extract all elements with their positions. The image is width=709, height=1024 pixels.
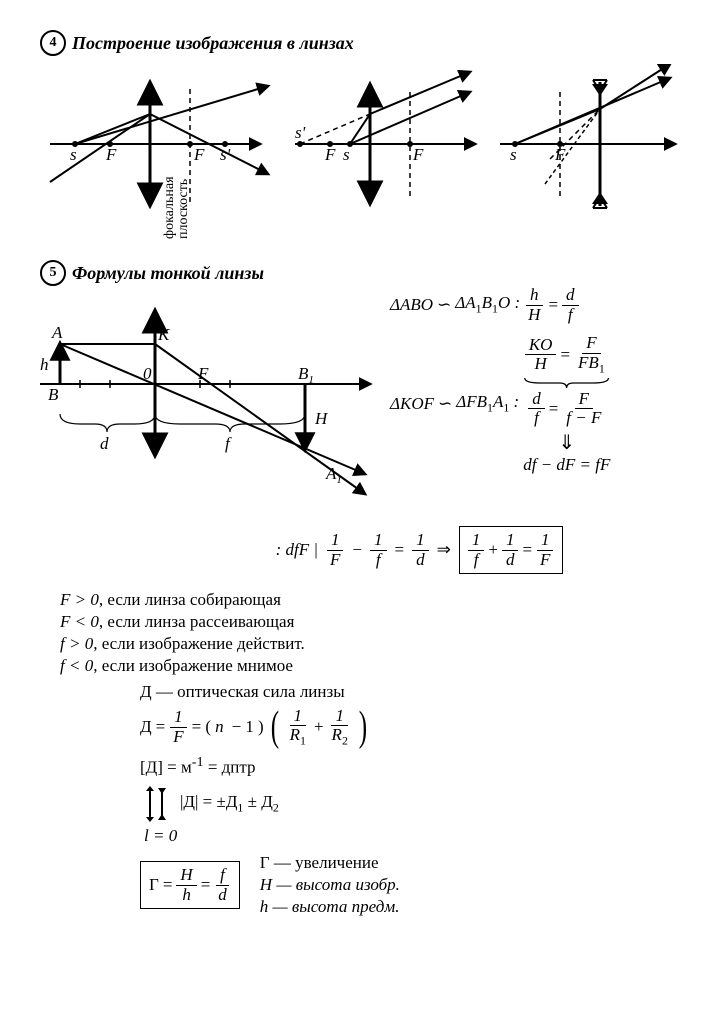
svg-text:f: f bbox=[225, 434, 232, 453]
thin-lens-diagram: F A B h K 0 B1 H A1 d f bbox=[40, 294, 380, 514]
power-formula: Д = 1F = (n − 1) ( 1R1 + 1R2 ) bbox=[140, 706, 679, 748]
deriv-eq1: df − dF = fF bbox=[523, 455, 610, 475]
sign-conditions: F > 0, если линза собирающая F < 0, если… bbox=[60, 590, 679, 676]
section4-num: 4 bbox=[40, 30, 66, 56]
svg-text:s': s' bbox=[295, 123, 306, 142]
svg-text:F: F bbox=[412, 145, 424, 164]
power-units: [Д] = м-1 = дптр bbox=[140, 754, 679, 778]
svg-text:d: d bbox=[100, 434, 109, 453]
magnification-legend: Г — увеличение H — высота изобр. h — выс… bbox=[260, 852, 400, 918]
lens-equation: : dfF | 1F − 1f = 1d ⇒ 1f + 1d = 1F bbox=[160, 526, 679, 574]
svg-text:K: K bbox=[157, 325, 171, 344]
similar-triangles-2: ΔKOF ∽ ΔFB1A1 : KOH = FFB1 df = Ff − F ⇓ bbox=[390, 332, 679, 475]
optical-power: Д — оптическая сила линзы Д = 1F = (n − … bbox=[140, 682, 679, 918]
svg-text:F: F bbox=[324, 145, 336, 164]
svg-text:s: s bbox=[343, 145, 350, 164]
svg-text:s: s bbox=[510, 145, 517, 164]
svg-text:0: 0 bbox=[143, 364, 152, 383]
svg-text:B: B bbox=[48, 385, 59, 404]
lens-system: |Д| = ±Д1 ± Д2 bbox=[140, 784, 679, 824]
svg-text:s: s bbox=[70, 145, 77, 164]
two-lens-icon bbox=[140, 784, 170, 824]
section5-num: 5 bbox=[40, 260, 66, 286]
svg-text:H: H bbox=[314, 409, 329, 428]
similar-triangles-1: ΔABO ∽ ΔA1B1O : hH = df bbox=[390, 286, 679, 324]
magnification-formula: Г = Hh = fd bbox=[140, 861, 240, 909]
section4-text: Построение изображения в линзах bbox=[72, 33, 354, 54]
svg-text:A1: A1 bbox=[325, 464, 342, 486]
svg-text:плоскость: плоскость bbox=[176, 179, 191, 239]
svg-text:F: F bbox=[105, 145, 117, 164]
svg-text:фокальная: фокальная bbox=[162, 176, 177, 239]
lens-diagrams-section4: F F s s' фокальная плоскость F F s s' bbox=[40, 64, 680, 254]
svg-text:A: A bbox=[51, 323, 63, 342]
svg-text:h: h bbox=[40, 355, 49, 374]
section4-title: 4 Построение изображения в линзах bbox=[40, 30, 679, 56]
svg-text:B1: B1 bbox=[298, 364, 314, 386]
svg-text:F: F bbox=[193, 145, 205, 164]
similarity-formulas: ΔABO ∽ ΔA1B1O : hH = df ΔKOF ∽ ΔFB1A1 : … bbox=[390, 284, 679, 477]
section5-text: Формулы тонкой линзы bbox=[72, 263, 264, 284]
section5-title: 5 Формулы тонкой линзы bbox=[40, 260, 679, 286]
